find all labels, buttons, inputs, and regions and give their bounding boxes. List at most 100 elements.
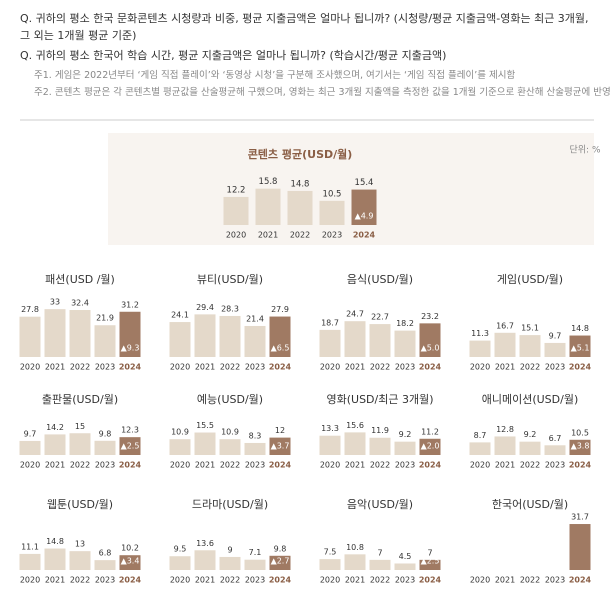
value-label: 9.2 — [399, 430, 412, 439]
value-label: 7 — [427, 548, 432, 557]
bar — [44, 548, 66, 570]
value-label: 22.7 — [371, 313, 389, 322]
bar — [519, 441, 541, 455]
bar — [419, 438, 441, 455]
bar — [244, 442, 266, 455]
change-label: ▲2.5 — [121, 442, 140, 451]
x-tick-label: 2022 — [70, 576, 90, 585]
x-tick-label: 2023 — [322, 231, 342, 240]
x-tick-label: 2023 — [245, 363, 265, 372]
x-tick-label: 2022 — [520, 363, 540, 372]
x-tick-label: 2024 — [353, 231, 376, 240]
x-tick-label: 2024 — [569, 576, 592, 585]
value-label: 11.9 — [371, 426, 389, 435]
value-label: 15.1 — [521, 324, 539, 333]
x-tick-label: 2021 — [45, 576, 65, 585]
value-label: 31.2 — [121, 300, 139, 309]
value-label: 4.5 — [399, 552, 412, 561]
x-tick-label: 2020 — [470, 461, 490, 470]
bar — [419, 323, 441, 357]
bar — [19, 316, 41, 357]
bar — [223, 196, 249, 225]
value-label: 21.9 — [96, 314, 114, 323]
value-label: 12.3 — [121, 426, 139, 435]
bar — [269, 555, 291, 570]
value-label: 10.5 — [571, 428, 589, 437]
value-label: 27.8 — [21, 305, 39, 314]
note: 주2. 콘텐츠 평균은 각 콘텐츠별 평균값을 산술평균해 구했으며, 영화는 … — [34, 87, 611, 98]
x-tick-label: 2020 — [170, 576, 190, 585]
chart-title: 음악(USD/월) — [347, 498, 413, 511]
value-label: 10.9 — [221, 428, 239, 437]
value-label: 8.3 — [249, 431, 262, 440]
bar — [94, 440, 116, 455]
chart-title: 게임(USD/월) — [497, 273, 563, 286]
x-tick-label: 2023 — [95, 363, 115, 372]
value-label: 7 — [377, 548, 382, 557]
x-tick-label: 2021 — [345, 363, 365, 372]
value-label: 13 — [75, 540, 85, 549]
x-tick-label: 2023 — [95, 576, 115, 585]
x-tick-label: 2023 — [545, 576, 565, 585]
value-label: 14.8 — [46, 537, 64, 546]
bar — [194, 432, 216, 455]
value-label: 11.2 — [421, 427, 439, 436]
x-tick-label: 2023 — [395, 363, 415, 372]
chart-title: 영화(USD/최근 3개월) — [326, 393, 433, 406]
chart-title: 예능(USD/월) — [197, 393, 263, 406]
bar — [69, 551, 91, 570]
bar — [244, 559, 266, 570]
x-tick-label: 2020 — [320, 363, 340, 372]
value-label: 11.1 — [21, 542, 39, 551]
x-tick-label: 2020 — [320, 461, 340, 470]
change-label: ▲6.5 — [271, 344, 290, 353]
x-tick-label: 2023 — [545, 461, 565, 470]
bar — [544, 342, 566, 357]
chart-title: 음식(USD/월) — [347, 273, 413, 286]
value-label: 9.8 — [274, 544, 287, 553]
change-label: ▲9.3 — [121, 344, 140, 353]
bar — [94, 560, 116, 570]
bar — [194, 314, 216, 357]
question: Q. 귀하의 평소 한국 문화콘텐츠 시청량과 비중, 평균 지출금액은 얼마나… — [20, 12, 589, 42]
change-label: ▲3.8 — [571, 442, 590, 451]
bar — [369, 437, 391, 455]
change-label: ▲3.4 — [121, 557, 140, 566]
x-tick-label: 2020 — [20, 576, 40, 585]
x-tick-label: 2022 — [520, 461, 540, 470]
bar — [369, 324, 391, 357]
value-label: 24.7 — [346, 310, 364, 319]
bar — [244, 325, 266, 357]
change-label: ▲3.7 — [271, 442, 290, 451]
bar — [69, 433, 91, 455]
bar — [44, 434, 66, 455]
bar — [319, 329, 341, 357]
bar — [494, 436, 516, 455]
chart-title: 출판물(USD/월) — [42, 393, 118, 406]
x-tick-label: 2020 — [20, 363, 40, 372]
bar — [469, 340, 491, 357]
x-tick-label: 2021 — [195, 363, 215, 372]
bar — [344, 432, 366, 455]
x-tick-label: 2020 — [470, 363, 490, 372]
bar — [519, 335, 541, 357]
x-tick-label: 2021 — [258, 231, 278, 240]
chart-title: 뷰티(USD/월) — [197, 273, 263, 286]
bar — [569, 335, 591, 357]
bar — [394, 441, 416, 455]
x-tick-label: 2022 — [520, 576, 540, 585]
value-label: 9.5 — [174, 545, 187, 554]
value-label: 10.8 — [346, 543, 364, 552]
value-label: 14.8 — [571, 324, 589, 333]
bar — [119, 311, 141, 357]
x-tick-label: 2020 — [20, 461, 40, 470]
value-label: 9.7 — [549, 331, 562, 340]
x-tick-label: 2024 — [269, 576, 292, 585]
x-tick-label: 2022 — [370, 461, 390, 470]
value-label: 12 — [275, 426, 285, 435]
value-label: 9.2 — [524, 430, 537, 439]
bar — [255, 188, 281, 225]
x-tick-label: 2020 — [170, 363, 190, 372]
